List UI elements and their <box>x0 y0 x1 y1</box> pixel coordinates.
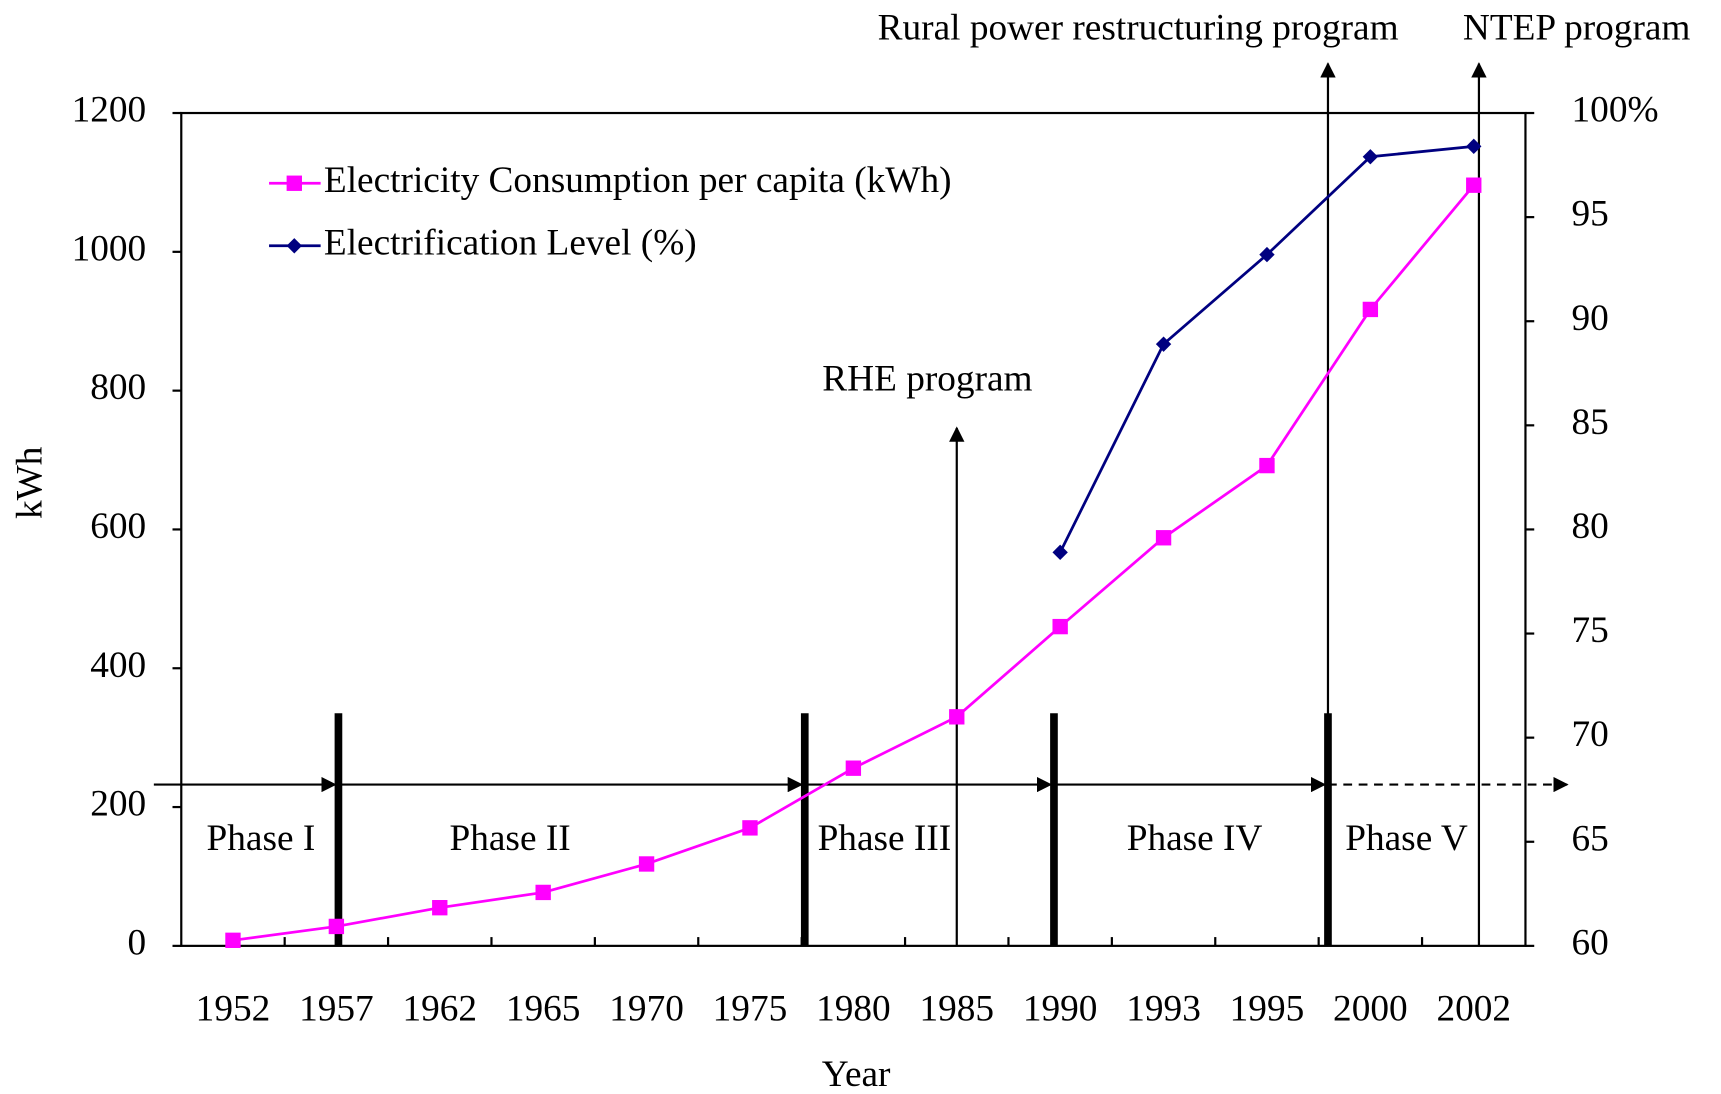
x-tick-label: 1952 <box>196 988 271 1029</box>
legend-marker <box>286 238 302 254</box>
y-tick-label: 200 <box>90 784 146 825</box>
point <box>1259 457 1275 474</box>
point <box>742 820 758 836</box>
x-tick-label: 1975 <box>713 988 788 1029</box>
legend-label: Electricity Consumption per capita (kWh) <box>324 160 952 201</box>
x-tick-label: 1980 <box>816 988 891 1029</box>
legend-label: Electrification Level (%) <box>324 222 697 263</box>
series-line <box>1058 144 1474 553</box>
x-tick-label: 1990 <box>1023 988 1098 1029</box>
x-tick-label: 1995 <box>1230 988 1305 1029</box>
phase-label: Phase V <box>1345 818 1468 859</box>
point <box>328 918 345 935</box>
phase-label: Phase IV <box>1127 818 1263 859</box>
legend-marker <box>286 175 302 191</box>
y2-tick-label: 70 <box>1572 714 1609 755</box>
program-label: NTEP program <box>1463 7 1691 48</box>
y2-tick-label: 100% <box>1572 90 1659 131</box>
x-tick-label: 2002 <box>1436 988 1511 1029</box>
y-tick-label: 0 <box>128 922 147 963</box>
y2-tick-label: 65 <box>1572 818 1609 859</box>
point <box>949 709 965 725</box>
y2-tick-label: 60 <box>1572 922 1609 963</box>
point <box>845 760 862 776</box>
phase-label: Phase III <box>818 818 952 859</box>
y2-tick-label: 80 <box>1572 506 1609 547</box>
point <box>1362 301 1379 318</box>
y-tick-label: 800 <box>90 367 146 408</box>
y-tick-label: 1000 <box>72 228 147 269</box>
point <box>1052 618 1068 635</box>
x-axis-label: Year <box>822 1054 891 1094</box>
y-tick-label: 600 <box>90 506 146 547</box>
x-tick-label: 1985 <box>919 988 994 1029</box>
y2-tick-label: 75 <box>1572 610 1609 651</box>
y-tick-label: 1200 <box>72 90 147 131</box>
program-label: Rural power restructuring program <box>878 7 1399 48</box>
point <box>1155 530 1172 546</box>
point <box>225 932 241 948</box>
y2-tick-label: 95 <box>1572 194 1609 235</box>
x-tick-label: 1957 <box>299 988 374 1029</box>
point <box>1466 177 1482 193</box>
program-label: RHE program <box>822 358 1032 399</box>
y2-tick-label: 85 <box>1572 402 1609 443</box>
x-tick-label: 2000 <box>1333 988 1408 1029</box>
point <box>432 900 448 916</box>
y-tick-label: 400 <box>90 645 146 686</box>
point <box>535 884 551 901</box>
y-axis-label: kWh <box>10 446 51 519</box>
x-tick-label: 1962 <box>402 988 477 1029</box>
phase-label: Phase I <box>207 818 316 859</box>
x-tick-label: 1965 <box>506 988 581 1029</box>
point <box>638 856 655 872</box>
x-tick-label: 1993 <box>1126 988 1201 1029</box>
phase-label: Phase II <box>449 818 570 859</box>
y2-tick-label: 90 <box>1572 298 1609 339</box>
point <box>1052 544 1068 561</box>
point <box>1466 138 1482 155</box>
x-tick-label: 1970 <box>609 988 684 1029</box>
